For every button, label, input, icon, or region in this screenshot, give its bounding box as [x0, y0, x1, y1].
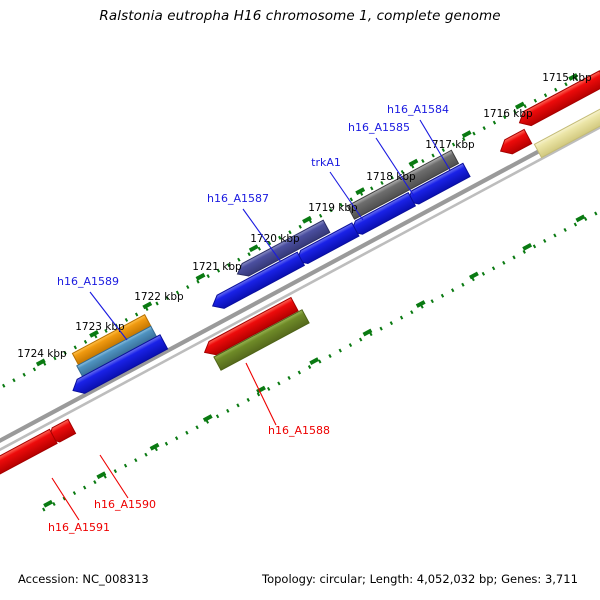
accession-text: Accession: NC_008313 [18, 572, 149, 586]
gene-label-h16A1588[interactable]: h16_A1588 [268, 424, 330, 437]
leader-line-trkA1 [329, 171, 364, 221]
ruler-tick-label: 1718 kbp [366, 171, 416, 183]
ruler-tick-label: 1715 kbp [542, 72, 592, 84]
leader-line-h16A1587 [242, 208, 282, 263]
leader-line-h16A1585 [375, 137, 415, 197]
gene-leader-lines [51, 119, 451, 521]
ruler-tick-label: 1723 kbp [75, 321, 125, 333]
gene-label-h16A1589[interactable]: h16_A1589 [57, 275, 119, 288]
ruler-tick-label: 1720 kbp [250, 233, 300, 245]
ruler-tick-label: 1722 kbp [134, 291, 184, 303]
gene-feature-khaki-bar[interactable] [533, 98, 600, 159]
gene-label-trkA1[interactable]: trkA1 [311, 156, 341, 169]
ruler-tick-label: 1717 kbp [425, 139, 475, 151]
ruler-tick-label: 1716 kbp [483, 108, 533, 120]
gene-feature-olive-h16A1588[interactable] [213, 309, 310, 371]
ruler-tick-label: 1721 kbp [192, 261, 242, 273]
gene-feature-blue-4[interactable] [209, 251, 306, 312]
ruler-tick-label: 1724 kbp [17, 348, 67, 360]
leader-line-h16A1584 [419, 119, 451, 171]
leader-line-h16A1590 [99, 454, 129, 499]
leader-line-h16A1588 [245, 362, 277, 426]
gene-label-h16A1584[interactable]: h16_A1584 [387, 103, 449, 116]
ruler-tick-label: 1719 kbp [308, 202, 358, 214]
topology-text: Topology: circular; Length: 4,052,032 bp… [262, 572, 578, 586]
gene-feature-trkA1[interactable] [234, 219, 331, 280]
gene-label-h16A1585[interactable]: h16_A1585 [348, 121, 410, 134]
gene-feature-red-right-2[interactable] [497, 128, 533, 158]
ruler-tick-labels: 1715 kbp 1716 kbp 1717 kbp 1718 kbp 1719… [17, 72, 592, 360]
gene-feature-red-right-1[interactable] [516, 70, 600, 130]
gene-labels: h16_A1584 h16_A1585 trkA1 h16_A1587 h16_… [48, 103, 449, 534]
gene-label-h16A1591[interactable]: h16_A1591 [48, 521, 110, 534]
leader-line-h16A1591 [51, 477, 80, 521]
gene-feature-red-mid[interactable] [201, 296, 299, 359]
gene-label-h16A1587[interactable]: h16_A1587 [207, 192, 269, 205]
leader-line-h16A1589 [89, 291, 128, 341]
gene-label-h16A1590[interactable]: h16_A1590 [94, 498, 156, 511]
chromosome-backbone [0, 116, 600, 452]
gene-feature-grey-bar[interactable] [346, 149, 460, 220]
gene-feature-blue-5[interactable] [69, 334, 169, 398]
page-title: Ralstonia eutropha H16 chromosome 1, com… [99, 8, 501, 24]
gene-feature-red-h16A1591[interactable] [0, 428, 58, 491]
